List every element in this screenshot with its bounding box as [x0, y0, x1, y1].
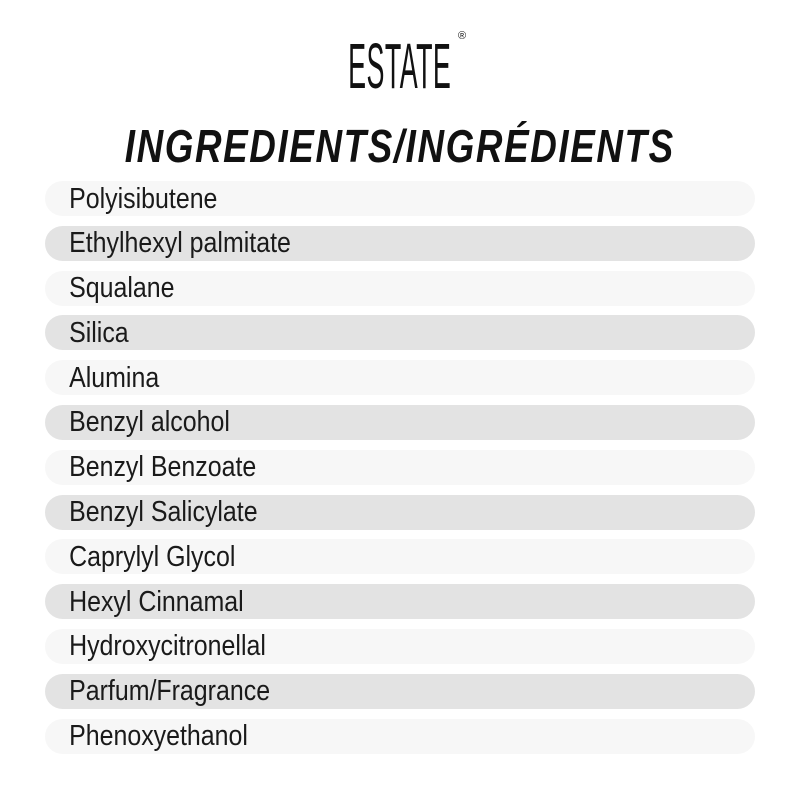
- brand-logo-text: ESTATE: [348, 30, 452, 102]
- ingredient-row: Alumina: [45, 360, 755, 396]
- ingredient-name: Squalane: [69, 272, 175, 305]
- page-title: INGREDIENTS/INGRÉDIENTS: [0, 120, 800, 172]
- ingredient-row: Hydroxycitronellal: [45, 628, 755, 664]
- ingredient-name: Hexyl Cinnamal: [69, 585, 244, 618]
- ingredient-row: Parfum/Fragrance: [45, 673, 755, 709]
- ingredient-row: Polyisibutene: [45, 181, 755, 216]
- ingredient-name: Hydroxycitronellal: [69, 630, 266, 663]
- ingredient-row: Caprylyl Glycol: [45, 539, 755, 575]
- ingredient-row: Benzyl Salicylate: [45, 494, 755, 530]
- ingredient-name: Benzyl Salicylate: [69, 496, 258, 529]
- ingredient-name: Phenoxyethanol: [69, 720, 248, 753]
- ingredient-name: Silica: [69, 316, 129, 349]
- page-title-text: INGREDIENTS/INGRÉDIENTS: [124, 120, 675, 172]
- ingredient-row: Benzyl alcohol: [45, 404, 755, 440]
- ingredient-row: Silica: [45, 315, 755, 351]
- ingredient-name: Alumina: [69, 361, 160, 394]
- ingredient-name: Caprylyl Glycol: [69, 540, 236, 573]
- registered-mark: ®: [458, 30, 467, 42]
- ingredient-row: Hexyl Cinnamal: [45, 584, 755, 620]
- ingredient-name: Benzyl alcohol: [69, 406, 230, 439]
- ingredient-name: Benzyl Benzoate: [69, 451, 257, 484]
- ingredient-name: Ethylhexyl palmitate: [69, 227, 291, 260]
- ingredient-row: Phenoxyethanol: [45, 718, 755, 754]
- ingredient-row: Squalane: [45, 270, 755, 306]
- ingredients-list: Polyisibutene Ethylhexyl palmitate Squalan…: [45, 181, 755, 763]
- brand-logo: ESTATE: [0, 34, 800, 100]
- ingredient-row: Benzyl Benzoate: [45, 449, 755, 485]
- ingredient-name: Parfum/Fragrance: [69, 675, 271, 708]
- ingredient-row: Ethylhexyl palmitate: [45, 225, 755, 261]
- ingredient-name: Polyisibutene: [69, 182, 218, 215]
